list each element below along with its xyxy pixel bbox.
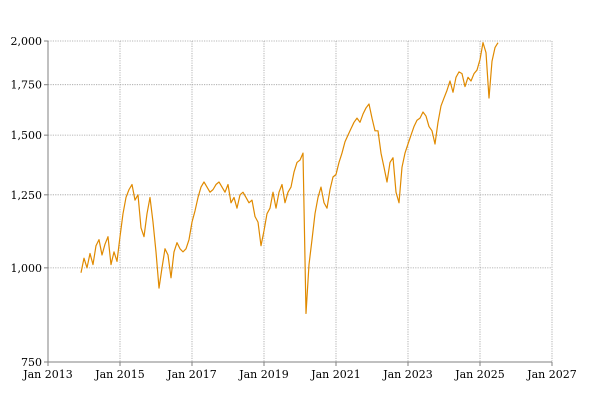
x-axis-ticks: Jan 2013 Jan 2015 Jan 2017 Jan 2019 Jan 2021… bbox=[22, 368, 577, 381]
axes bbox=[44, 40, 553, 366]
x-tick-label: Jan 2019 bbox=[238, 368, 289, 381]
grid bbox=[47, 40, 553, 363]
x-tick-label: Jan 2025 bbox=[454, 368, 505, 381]
y-tick-label: 1,750 bbox=[11, 79, 43, 92]
series-layer bbox=[80, 42, 499, 315]
series-line bbox=[80, 42, 499, 315]
x-tick-label: Jan 2027 bbox=[526, 368, 577, 381]
y-axis-ticks: 750 1,000 1,250 1,500 1,750 2,000 bbox=[11, 35, 43, 369]
y-tick-label: 750 bbox=[21, 356, 42, 369]
x-tick-label: Jan 2013 bbox=[22, 368, 73, 381]
y-tick-label: 1,500 bbox=[11, 129, 43, 142]
y-tick-label: 1,000 bbox=[11, 262, 43, 275]
y-tick-label: 1,250 bbox=[11, 189, 43, 202]
x-tick-label: Jan 2017 bbox=[166, 368, 217, 381]
x-tick-label: Jan 2023 bbox=[382, 368, 433, 381]
x-tick-label: Jan 2015 bbox=[94, 368, 145, 381]
y-tick-label: 2,000 bbox=[11, 35, 43, 48]
x-tick-label: Jan 2021 bbox=[310, 368, 361, 381]
